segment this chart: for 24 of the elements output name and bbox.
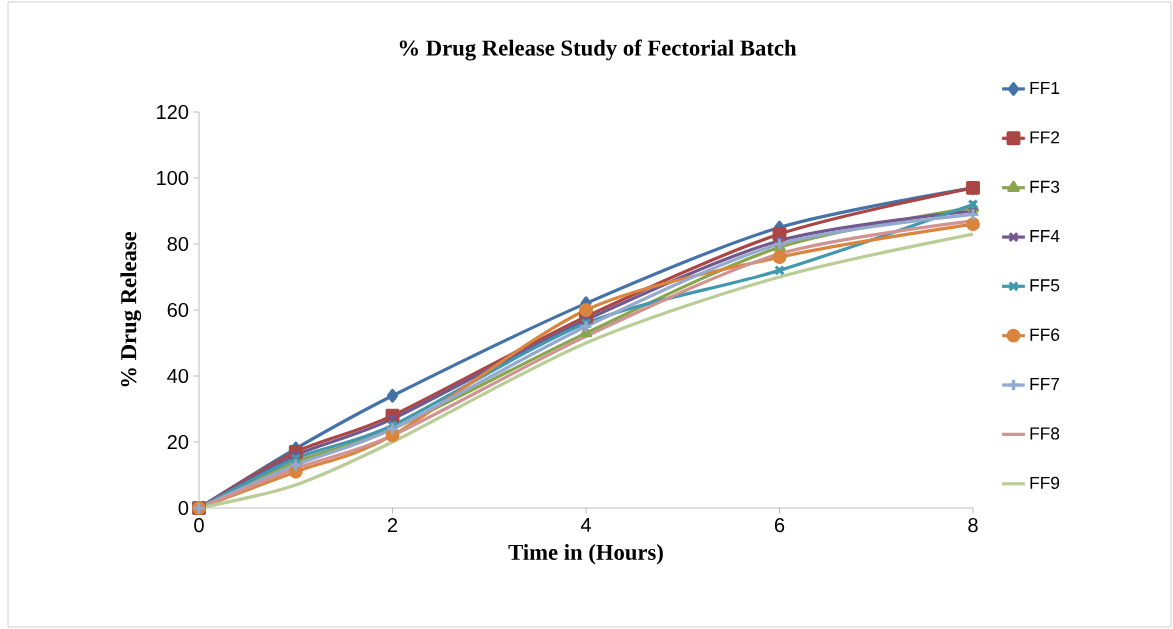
x-tick-label: 8 [968,518,978,533]
x-tick-label: 2 [387,518,398,533]
legend-label: FF6 [1030,328,1060,341]
legend-label: FF9 [1030,476,1060,490]
y-tick-label: 20 [167,434,189,450]
legend-label: FF5 [1030,279,1060,292]
chart-title: % Drug Release Study of Fectorial Batch [399,39,797,61]
y-tick-label: 0 [178,500,189,516]
y-tick-label: 80 [167,236,189,252]
y-tick-label: 60 [167,302,189,318]
legend-label: FF2 [1030,131,1060,144]
x-tick-label: 0 [194,518,204,533]
x-axis-title: Time in (Hours) [508,544,663,565]
y-tick-label: 120 [157,104,189,120]
y-axis-title: % Drug Release [120,231,142,387]
x-tick-label: 6 [774,518,785,533]
legend-label: FF4 [1030,230,1060,243]
legend-label: FF1 [1030,81,1060,94]
y-tick-label: 100 [157,170,189,186]
legend-label: FF7 [1030,378,1060,390]
legend-label: FF8 [1030,427,1060,440]
y-tick-label: 40 [167,368,189,384]
x-tick-label: 4 [580,518,591,532]
legend-label: FF3 [1030,180,1060,193]
